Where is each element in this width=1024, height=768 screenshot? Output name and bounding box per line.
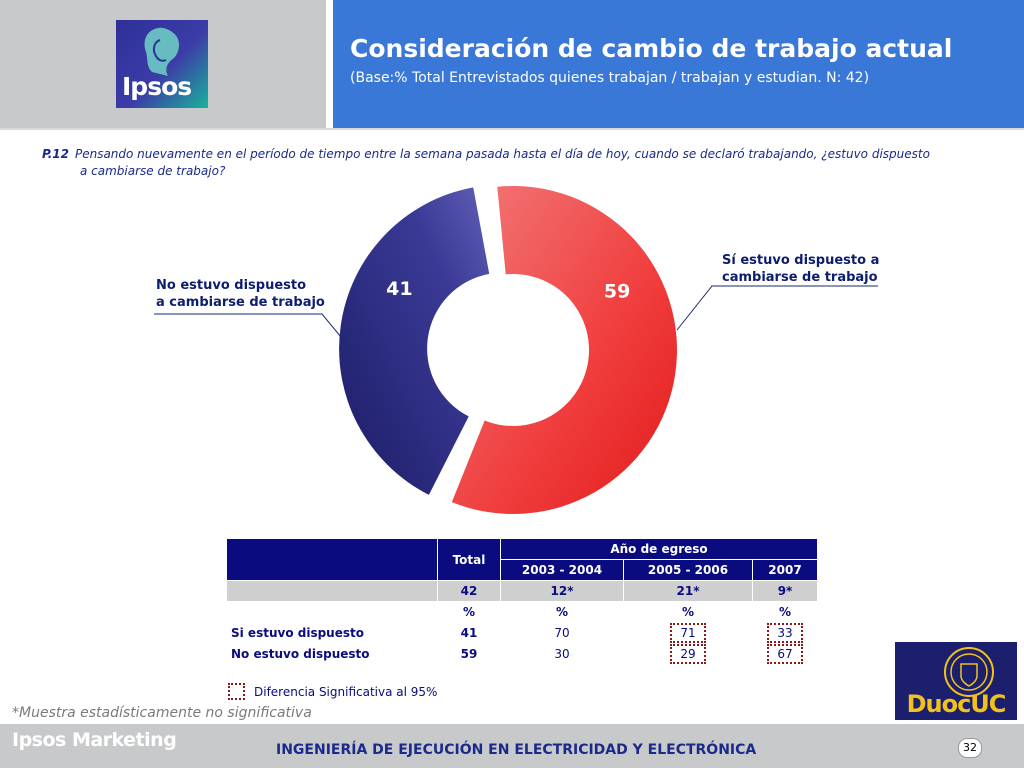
ipsos-logo-text: Ipsos [122, 72, 192, 101]
row-label: Si estuvo dispuesto [226, 622, 438, 644]
row-label: No estuvo dispuesto [226, 643, 438, 665]
table-cell: 41 [437, 622, 501, 644]
header-col: 2003 - 2004 [500, 559, 624, 581]
label-si-line-2: cambiarse de trabajo [722, 270, 878, 285]
page-subtitle: (Base:% Total Entrevistados quienes trab… [350, 70, 870, 86]
table-cell: 30 [500, 643, 624, 665]
header-bottom-rule [0, 128, 1024, 130]
label-no-line-1: No estuvo dispuesto [156, 278, 307, 293]
seal-icon [944, 647, 994, 697]
table-cell: % [437, 601, 501, 623]
label-si-line-1: Sí estuvo dispuesto a [722, 253, 880, 268]
label-no-line-2: a cambiarse de trabajo [156, 295, 325, 310]
value-label: 41 [386, 278, 412, 300]
face-icon [144, 27, 179, 77]
table-header-row-2: 2003 - 2004 2005 - 2006 2007 [227, 559, 818, 581]
table-cell: 33 [752, 622, 818, 644]
header-col: 2005 - 2006 [623, 559, 753, 581]
question-number: P.12 [42, 147, 69, 161]
significant-value: 71 [670, 623, 706, 643]
significant-value: 33 [767, 623, 803, 643]
results-table: Total Año de egreso 2003 - 2004 2005 - 2… [226, 538, 818, 665]
table-cell: % [500, 601, 624, 623]
header-total: Total [437, 538, 501, 581]
page-title: Consideración de cambio de trabajo actua… [350, 34, 953, 63]
header-col: 2007 [752, 559, 818, 581]
significant-value: 29 [670, 644, 706, 664]
footer-bar [0, 724, 1024, 768]
table-cell: 59 [437, 643, 501, 665]
significant-value: 67 [767, 644, 803, 664]
footnote: *Muestra estadísticamente no significati… [12, 705, 312, 721]
table-cell: 12* [500, 580, 624, 602]
header-divider [326, 0, 333, 128]
table-cell: 21* [623, 580, 753, 602]
table-cell: % [623, 601, 753, 623]
footer-brand: Ipsos Marketing [12, 729, 177, 751]
table-row-n: 42 12* 21* 9* [226, 580, 818, 602]
table-cell: 71 [623, 622, 753, 644]
duoc-logo-text: DuocUC [906, 690, 1007, 718]
leader-line-si [676, 285, 878, 331]
slice-si-dispuesto [451, 186, 678, 514]
page-number: 32 [958, 738, 982, 758]
header-title-panel [333, 0, 1024, 128]
table-corner-cell [226, 538, 438, 581]
header-group: Año de egreso [500, 538, 818, 560]
duoc-logo: DuocUC [895, 642, 1017, 720]
footer-program: INGENIERÍA DE EJECUCIÓN EN ELECTRICIDAD … [276, 742, 757, 758]
table-row: No estuvo dispuesto 59 30 29 67 [226, 643, 818, 665]
question-line-2: a cambiarse de trabajo? [80, 164, 226, 178]
question-line-1: Pensando nuevamente en el período de tie… [74, 147, 930, 161]
table-header-row-1: Total Año de egreso [226, 538, 818, 581]
significance-legend: Diferencia Significativa al 95% [254, 685, 438, 699]
table-cell: 29 [623, 643, 753, 665]
table-cell: 9* [752, 580, 818, 602]
leader-line-no [154, 313, 351, 349]
table-cell [226, 601, 438, 623]
question-text: P.12 Pensando nuevamente en el período de… [42, 146, 982, 180]
significance-legend-icon [228, 683, 245, 700]
table-row: Si estuvo dispuesto 41 70 71 33 [226, 622, 818, 644]
label-si-dispuesto: Sí estuvo dispuesto a cambiarse de traba… [722, 252, 879, 286]
table-cell [226, 580, 438, 602]
table-row-pct: % % % % [226, 601, 818, 623]
label-no-dispuesto: No estuvo dispuesto a cambiarse de traba… [156, 277, 325, 311]
table-cell: 67 [752, 643, 818, 665]
table-cell: % [752, 601, 818, 623]
value-label: 59 [604, 280, 630, 302]
slice-no-dispuesto [339, 187, 490, 495]
table-cell: 70 [500, 622, 624, 644]
table-cell: 42 [437, 580, 501, 602]
donut-chart: 41 59 [154, 186, 878, 514]
ipsos-logo: Ipsos [116, 20, 208, 108]
